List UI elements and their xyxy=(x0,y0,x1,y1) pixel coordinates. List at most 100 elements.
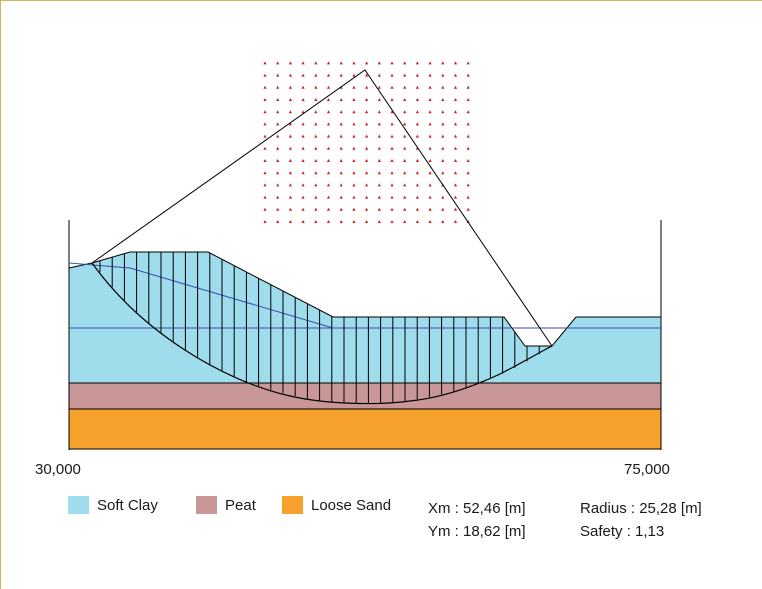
grid-point xyxy=(288,171,292,175)
grid-point xyxy=(453,110,458,114)
grid-point xyxy=(263,85,267,89)
grid-point xyxy=(453,98,458,101)
grid-point xyxy=(428,134,432,138)
grid-point xyxy=(441,207,445,211)
grid-point xyxy=(466,207,470,211)
grid-point xyxy=(453,183,458,187)
grid-point xyxy=(428,73,432,77)
grid-point xyxy=(352,195,356,199)
grid-point xyxy=(441,195,445,199)
grid-point xyxy=(314,171,318,175)
grid-point xyxy=(314,220,318,223)
grid-point xyxy=(326,183,331,187)
grid-point xyxy=(453,146,458,150)
grid-point xyxy=(466,134,470,138)
grid-point xyxy=(314,110,318,114)
grid-point xyxy=(314,122,318,126)
grid-point xyxy=(441,61,445,65)
x-max-label: 75,000 xyxy=(624,461,670,478)
grid-point xyxy=(390,220,394,223)
grid-point xyxy=(365,146,369,150)
grid-point xyxy=(441,171,445,175)
grid-point xyxy=(365,183,369,187)
grid-point xyxy=(314,146,318,150)
peat-layer xyxy=(68,382,662,410)
center-grid-points xyxy=(263,61,470,223)
grid-point xyxy=(365,110,369,114)
grid-point xyxy=(466,73,470,77)
grid-point xyxy=(263,134,267,138)
grid-point xyxy=(415,122,419,126)
grid-point xyxy=(390,122,394,126)
grid-point xyxy=(352,122,356,126)
grid-point xyxy=(263,195,267,199)
grid-point xyxy=(390,98,394,101)
grid-point xyxy=(403,146,407,150)
grid-point xyxy=(466,122,470,126)
grid-point xyxy=(377,98,381,101)
grid-point xyxy=(314,98,318,101)
grid-point xyxy=(352,98,356,101)
grid-point xyxy=(314,183,318,187)
grid-point xyxy=(403,220,407,223)
soft-clay-layer xyxy=(68,251,662,384)
grid-point xyxy=(377,73,381,77)
grid-point xyxy=(339,110,343,114)
grid-point xyxy=(403,207,407,211)
grid-point xyxy=(466,61,470,65)
legend-label: Peat xyxy=(225,496,256,514)
grid-point xyxy=(339,146,343,150)
grid-point xyxy=(403,195,407,199)
grid-point xyxy=(403,73,407,77)
grid-point xyxy=(415,85,419,89)
grid-point xyxy=(276,171,280,175)
grid-point xyxy=(377,195,381,199)
grid-point xyxy=(288,61,292,65)
grid-point xyxy=(263,146,267,150)
ym-value: Ym : 18,62 [m] xyxy=(428,523,526,540)
grid-point xyxy=(339,183,343,187)
grid-point xyxy=(301,73,305,77)
grid-point xyxy=(415,171,419,175)
grid-point xyxy=(453,122,458,126)
peat-swatch xyxy=(196,496,217,514)
grid-point xyxy=(288,183,292,187)
grid-point xyxy=(288,110,292,114)
grid-point xyxy=(415,159,419,162)
grid-point xyxy=(428,122,432,126)
grid-point xyxy=(403,183,407,187)
grid-point xyxy=(326,195,331,199)
grid-point xyxy=(276,220,280,223)
grid-point xyxy=(377,146,381,150)
grid-point xyxy=(415,207,419,211)
grid-point xyxy=(441,220,445,223)
grid-point xyxy=(466,183,470,187)
grid-point xyxy=(466,195,470,199)
grid-point xyxy=(453,195,458,199)
grid-point xyxy=(276,146,280,150)
analysis-results: Radius : 25,28 [m] Safety : 1,13 xyxy=(580,497,702,543)
grid-point xyxy=(263,220,267,223)
grid-point xyxy=(301,85,305,89)
grid-point xyxy=(390,183,394,187)
grid-point xyxy=(288,159,292,162)
grid-point xyxy=(288,85,292,89)
grid-point xyxy=(453,85,458,89)
grid-point xyxy=(352,134,356,138)
grid-point xyxy=(365,98,369,101)
legend-soft-clay: Soft Clay xyxy=(68,496,158,514)
grid-point xyxy=(301,159,305,162)
grid-point xyxy=(390,171,394,175)
grid-point xyxy=(301,195,305,199)
grid-point xyxy=(390,159,394,162)
grid-point xyxy=(466,98,470,101)
grid-point xyxy=(403,110,407,114)
loose-sand-swatch xyxy=(282,496,303,514)
grid-point xyxy=(390,207,394,211)
grid-point xyxy=(339,73,343,77)
grid-point xyxy=(377,183,381,187)
grid-point xyxy=(288,73,292,77)
grid-point xyxy=(352,85,356,89)
grid-point xyxy=(365,220,369,223)
grid-point xyxy=(301,220,305,223)
